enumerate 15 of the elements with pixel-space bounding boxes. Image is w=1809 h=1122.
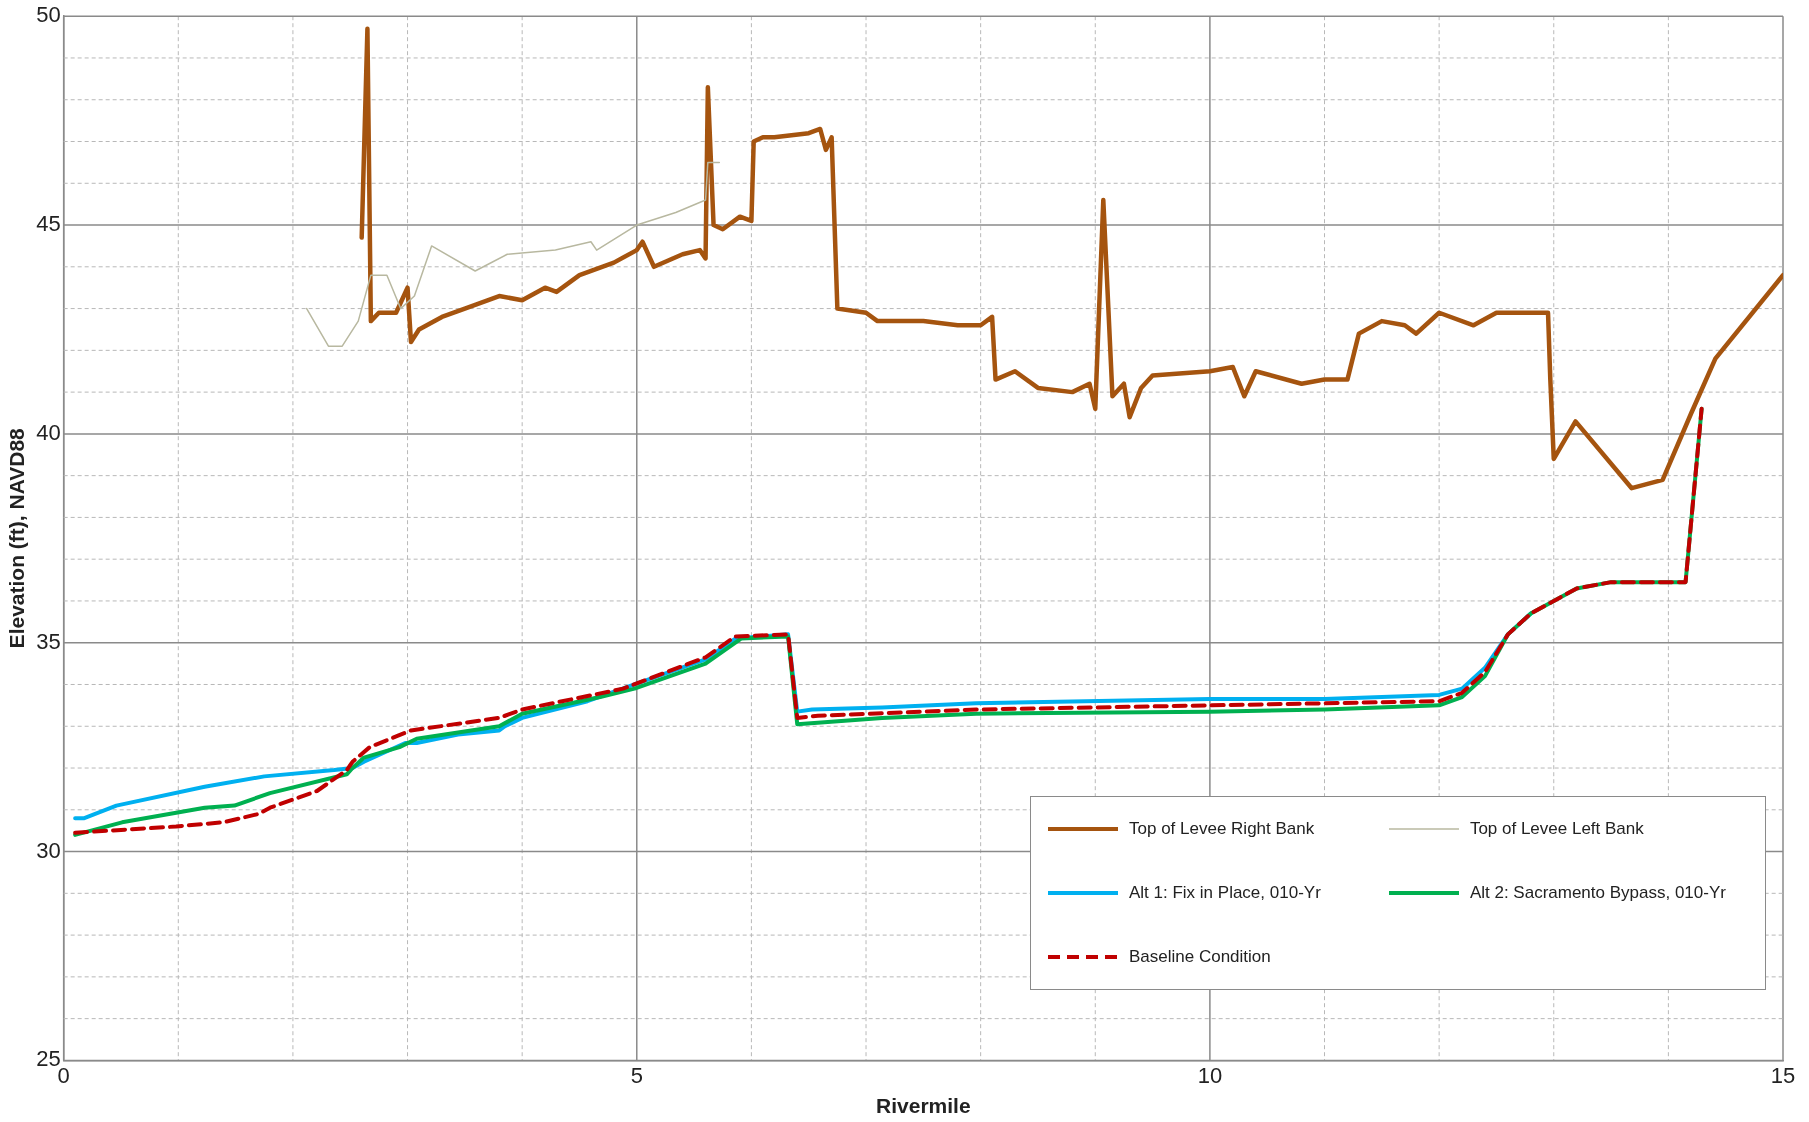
x-tick-label: 15 bbox=[1770, 1062, 1796, 1088]
y-tick-label: 50 bbox=[36, 2, 61, 28]
legend-label: Baseline Condition bbox=[1129, 947, 1271, 968]
y-axis-title: Elevation (ft), NAVD88 bbox=[5, 427, 29, 649]
legend-label: Alt 1: Fix in Place, 010-Yr bbox=[1129, 883, 1321, 904]
y-tick-label: 35 bbox=[36, 628, 61, 654]
legend-label: Top of Levee Left Bank bbox=[1469, 819, 1644, 840]
y-tick-label: 30 bbox=[36, 837, 61, 863]
y-tick-label: 40 bbox=[36, 419, 61, 445]
x-tick-label: 10 bbox=[1197, 1062, 1223, 1088]
y-tick-label: 45 bbox=[36, 211, 61, 237]
legend-label: Top of Levee Right Bank bbox=[1129, 819, 1315, 840]
x-tick-label: 5 bbox=[630, 1062, 643, 1088]
x-axis-title: Rivermile bbox=[876, 1094, 971, 1118]
legend-label: Alt 2: Sacramento Bypass, 010-Yr bbox=[1469, 883, 1726, 904]
